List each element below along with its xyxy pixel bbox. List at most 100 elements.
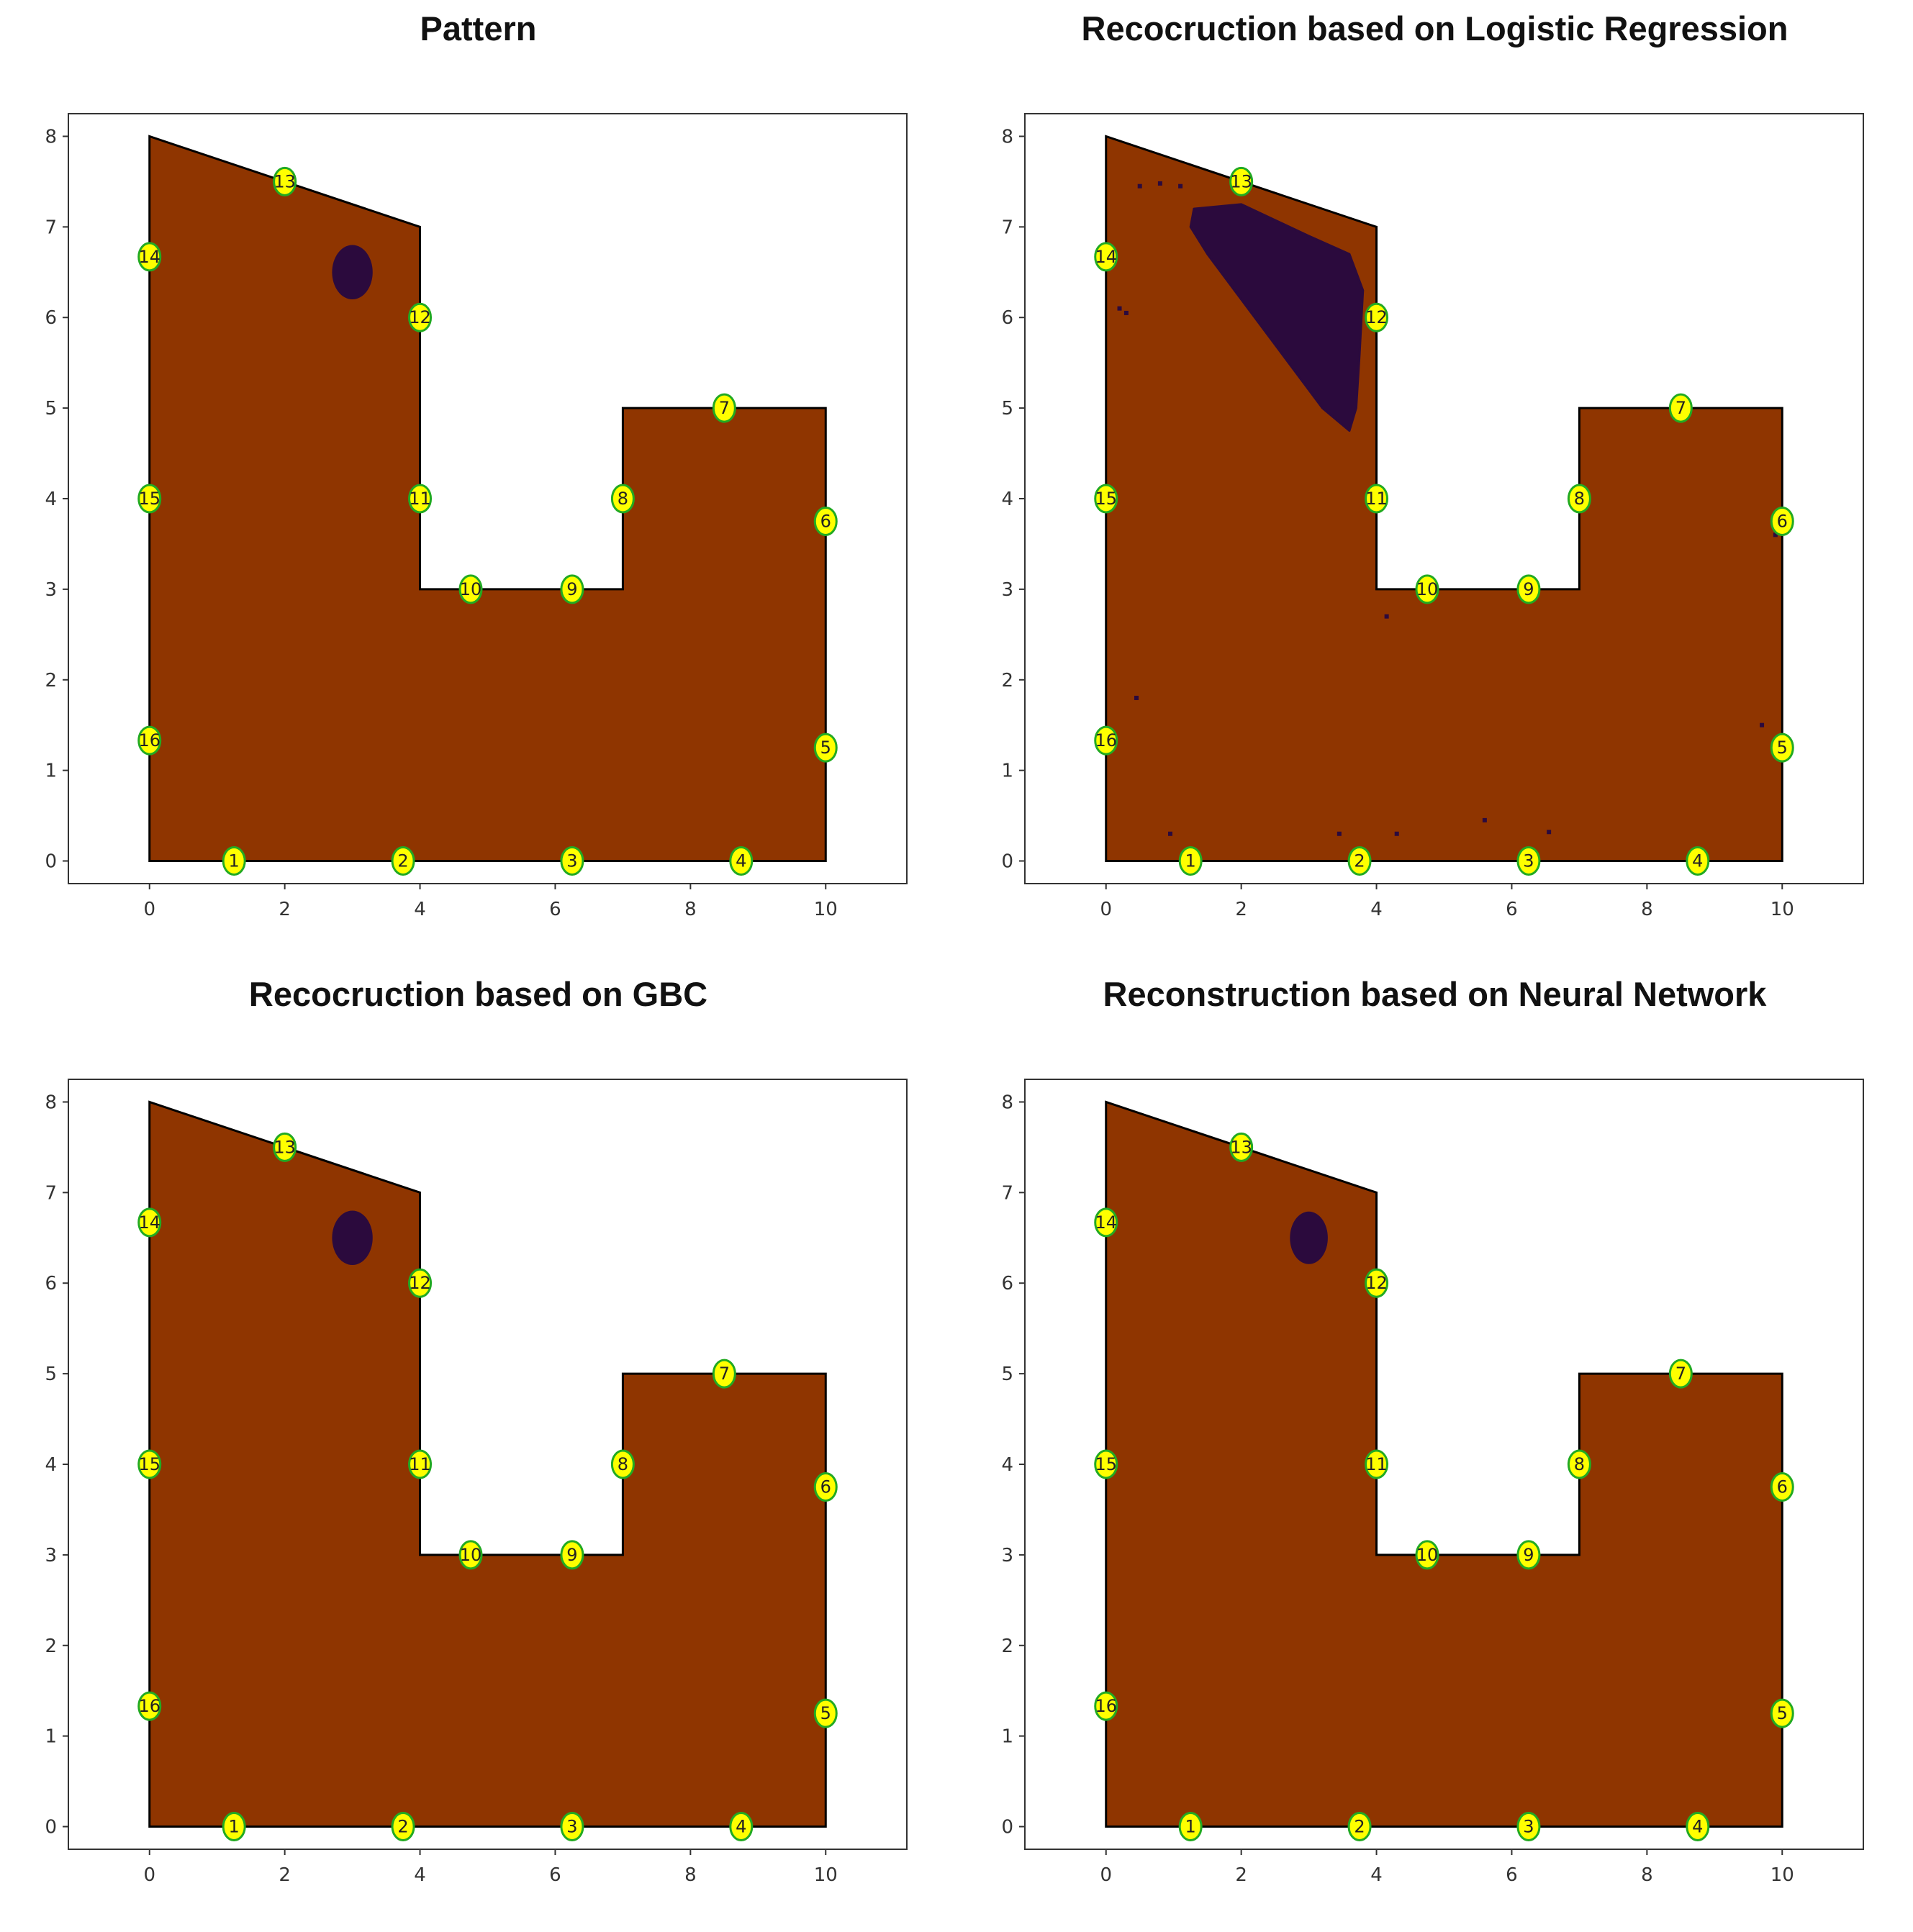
damage-speck — [1137, 183, 1142, 189]
sensor-label: 12 — [409, 307, 431, 327]
sensor-label: 11 — [409, 1454, 431, 1474]
domain-polygon — [1105, 1100, 1783, 1828]
sensor-label: 5 — [1777, 1703, 1788, 1723]
sensor-label: 7 — [719, 398, 730, 418]
sensor-point — [408, 1449, 433, 1479]
sensor-label: 6 — [1777, 511, 1788, 531]
sensor-point — [813, 506, 838, 536]
sensor-point — [1365, 484, 1389, 514]
damage-speck — [1178, 183, 1183, 189]
sensor-point — [1094, 1691, 1118, 1721]
sensor-marker: 9 — [560, 1540, 584, 1570]
sensor-label: 16 — [1095, 730, 1117, 750]
y-tick-label: 0 — [1001, 851, 1013, 873]
sensor-marker: 12 — [408, 1268, 433, 1298]
sensor-label: 8 — [618, 1454, 628, 1474]
x-tick-label: 0 — [1100, 899, 1112, 920]
sensor-marker: 7 — [1668, 393, 1693, 423]
sensor-marker: 12 — [1365, 302, 1389, 332]
sensor-marker: 2 — [391, 846, 415, 876]
sensor-marker: 1 — [1178, 1812, 1203, 1842]
sensor-marker: 6 — [1770, 506, 1794, 536]
sensor-label: 12 — [409, 1273, 431, 1293]
sensor-marker: 11 — [408, 484, 433, 514]
y-tick-label: 0 — [45, 1817, 57, 1838]
sensor-label: 8 — [1574, 489, 1585, 509]
sensor-point — [1686, 1812, 1710, 1842]
sensor-point — [458, 574, 483, 604]
sensor-label: 8 — [1574, 1454, 1585, 1474]
sensor-point — [813, 1698, 838, 1728]
sensor-point — [408, 1268, 433, 1298]
damage-speck — [1123, 310, 1129, 315]
sensor-point — [1770, 733, 1794, 763]
sensor-marker: 16 — [137, 725, 162, 756]
sensor-point — [222, 1812, 246, 1842]
sensor-point — [1415, 1540, 1439, 1570]
sensor-marker: 1 — [222, 846, 246, 876]
sensor-marker: 10 — [1415, 1540, 1439, 1570]
damage-speck — [1773, 532, 1778, 538]
sensor-marker: 14 — [1094, 1207, 1118, 1238]
domain-polygon — [148, 1100, 827, 1828]
damage-blob — [1290, 1211, 1328, 1264]
x-tick-label: 0 — [143, 899, 155, 920]
sensor-point — [1516, 1812, 1541, 1842]
sensor-label: 1 — [229, 851, 240, 871]
sensor-point — [560, 1540, 584, 1570]
x-tick-label: 4 — [414, 1864, 426, 1886]
sensor-point — [458, 1540, 483, 1570]
sensor-label: 3 — [566, 851, 577, 871]
sensor-label: 11 — [1365, 489, 1388, 509]
y-tick-label: 2 — [1001, 1636, 1013, 1657]
sensor-marker: 8 — [610, 1449, 635, 1479]
sensor-label: 4 — [1692, 1817, 1703, 1837]
sensor-point — [560, 1812, 584, 1842]
sensor-label: 9 — [566, 579, 577, 599]
sensor-marker: 7 — [712, 1359, 736, 1389]
sensor-marker: 3 — [560, 846, 584, 876]
sensor-point — [1516, 1540, 1541, 1570]
sensor-point — [1516, 846, 1541, 876]
y-tick-label: 3 — [45, 1545, 57, 1566]
sensor-marker: 5 — [1770, 1698, 1794, 1728]
panel-logistic-regression: Recocruction based on Logistic Regressio… — [956, 0, 1913, 966]
sensor-marker: 6 — [813, 506, 838, 536]
sensor-point — [1567, 1449, 1591, 1479]
sensor-label: 2 — [1354, 1817, 1365, 1837]
x-tick-label: 4 — [1370, 1864, 1383, 1886]
sensor-point — [610, 484, 635, 514]
x-tick-label: 10 — [1770, 1864, 1794, 1886]
y-tick-label: 1 — [1001, 1726, 1013, 1748]
sensor-marker: 5 — [813, 1698, 838, 1728]
sensor-label: 14 — [1095, 1212, 1117, 1233]
sensor-label: 6 — [1777, 1477, 1788, 1497]
sensor-marker: 9 — [560, 574, 584, 604]
sensor-label: 13 — [273, 1137, 296, 1157]
damage-speck — [1157, 181, 1162, 186]
sensor-label: 10 — [1416, 1545, 1439, 1565]
x-tick-label: 2 — [1235, 899, 1247, 920]
sensor-marker: 2 — [1347, 1812, 1372, 1842]
sensor-marker: 15 — [1094, 1449, 1118, 1479]
sensor-marker: 8 — [1567, 484, 1591, 514]
y-tick-label: 0 — [45, 851, 57, 873]
sensor-marker: 11 — [1365, 1449, 1389, 1479]
y-tick-label: 5 — [1001, 398, 1013, 419]
panel-gbc: Recocruction based on GBC 0 2 4 6 8 10 0 1 2 3 4 5 6… — [0, 966, 956, 1931]
y-tick-label: 0 — [1001, 1817, 1013, 1838]
sensor-label: 13 — [273, 171, 296, 191]
sensor-marker: 4 — [729, 1812, 754, 1842]
sensor-point — [1178, 1812, 1203, 1842]
sensor-label: 15 — [1095, 1454, 1117, 1474]
sensor-label: 9 — [1523, 1545, 1534, 1565]
sensor-label: 15 — [138, 1454, 160, 1474]
sensor-label: 10 — [1416, 579, 1439, 599]
x-tick-label: 10 — [814, 899, 838, 920]
y-tick-label: 7 — [45, 217, 57, 238]
sensor-point — [712, 1359, 736, 1389]
y-tick-label: 2 — [45, 1636, 57, 1657]
sensor-label: 3 — [1523, 1817, 1534, 1837]
